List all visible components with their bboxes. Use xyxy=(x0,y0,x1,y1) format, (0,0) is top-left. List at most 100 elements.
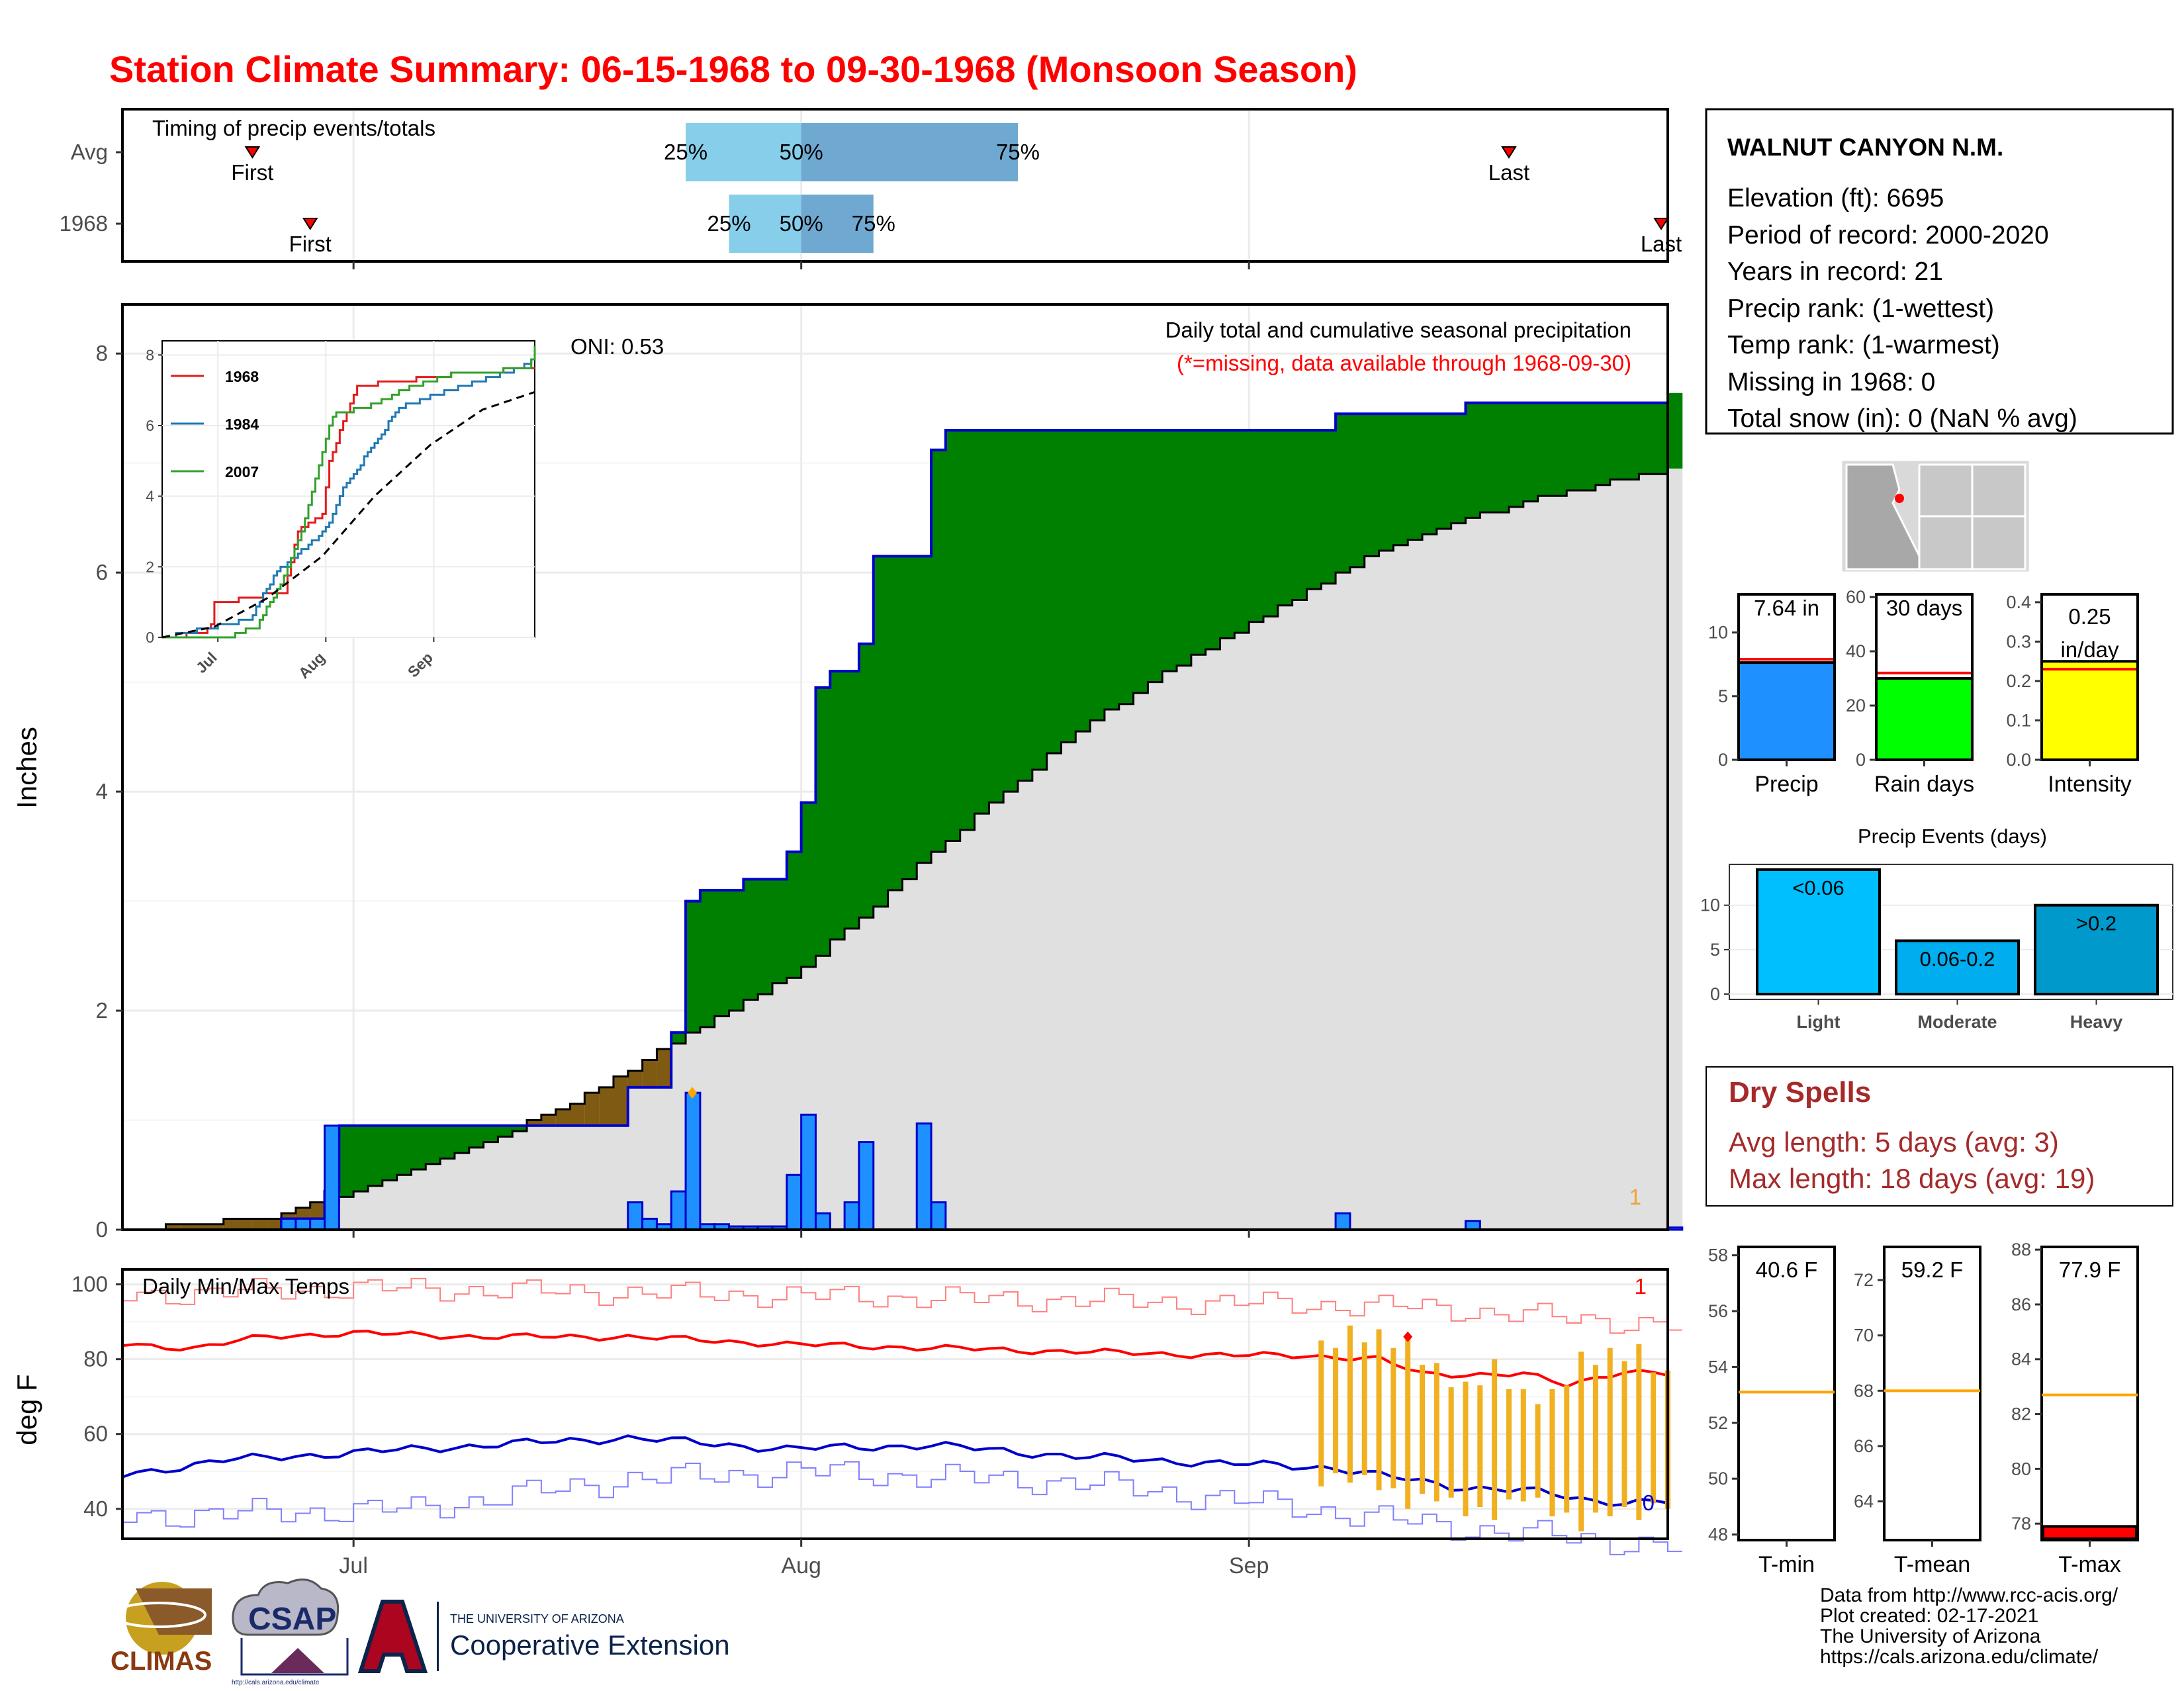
precip-avg-fill xyxy=(1118,704,1134,1230)
daily-precip-bar xyxy=(930,1201,947,1231)
observed-temp-range-bar xyxy=(1433,1363,1439,1502)
observed-temp-range-bar xyxy=(1578,1351,1584,1531)
precip-avg-fill xyxy=(786,978,802,1230)
precip-above-fill xyxy=(1306,430,1322,589)
timing-bar-50-75-1 xyxy=(801,195,874,253)
precip-above-fill xyxy=(1133,430,1148,694)
temp-summary-ytick-label-0-4: 56 xyxy=(1708,1301,1728,1321)
observed-temp-range-bar xyxy=(1405,1336,1411,1509)
precip-avg-fill xyxy=(382,1180,398,1230)
precip-avg-fill xyxy=(1177,665,1192,1230)
precip-above-fill xyxy=(1451,414,1466,524)
station-name: WALNUT CANYON N.M. xyxy=(1727,134,2003,161)
precip-avg-fill xyxy=(570,1103,585,1230)
events-category-moderate: Moderate xyxy=(1917,1012,1997,1032)
precip-above-fill xyxy=(1349,414,1365,567)
precip-avg-fill xyxy=(1075,731,1091,1230)
precip-above-fill xyxy=(1032,430,1048,770)
temp-ytick-label-3: 100 xyxy=(71,1272,108,1297)
precip-above-fill xyxy=(945,430,961,841)
summary-value-label-0: 7.64 in xyxy=(1754,596,1819,620)
timing-pct-0-0: 25% xyxy=(664,140,707,164)
events-bar-label-1: 0.06-0.2 xyxy=(1920,947,1995,970)
inset-line-average xyxy=(161,390,535,639)
precip-avg-fill xyxy=(714,1016,730,1230)
observed-temp-range-bar xyxy=(1621,1361,1627,1507)
observed-cumulative-line xyxy=(122,392,1669,1231)
precip-avg-fill xyxy=(1306,588,1322,1230)
precip-avg-fill xyxy=(1205,649,1221,1230)
temp-ytick-label-1: 60 xyxy=(83,1422,108,1446)
events-category-light: Light xyxy=(1797,1012,1841,1032)
inset-ytick-label-0: 0 xyxy=(146,629,154,646)
observed-temp-range-bar xyxy=(1463,1381,1469,1517)
precip-above-fill xyxy=(1249,430,1264,622)
precip-avg-fill xyxy=(1249,621,1264,1230)
precip-above-fill xyxy=(1263,430,1279,617)
tmin-record-line xyxy=(122,1461,1682,1555)
precip-below-fill xyxy=(527,1120,542,1126)
precip-below-fill xyxy=(627,1071,643,1087)
timing-pct-1-1: 50% xyxy=(780,211,823,236)
precip-avg-fill xyxy=(1508,506,1524,1230)
precip-avg-fill xyxy=(1292,600,1307,1230)
precip-avg-fill xyxy=(758,994,773,1230)
precip-below-fill xyxy=(599,1087,614,1126)
precip-events-chart: Precip Events (days) 0 5 10 <0.06 Light 0.06-… xyxy=(1700,825,2173,1032)
info-line-years: Years in record: 21 xyxy=(1727,257,1943,286)
precip-above-fill xyxy=(873,556,889,907)
summary-value-label-2: 0.25 xyxy=(2068,604,2111,629)
timing-pct-0-2: 75% xyxy=(996,140,1040,164)
precip-below-fill xyxy=(555,1109,570,1126)
info-line-temp-rank: Temp rank: (1-warmest) xyxy=(1727,331,2000,359)
info-line-snow: Total snow (in): 0 (NaN % avg) xyxy=(1727,404,2077,433)
summary-ytick-label-2-3: 0.3 xyxy=(2006,631,2031,651)
events-title: Precip Events (days) xyxy=(1858,825,2047,848)
precip-avg-fill xyxy=(1451,523,1466,1230)
precip-legend-line2: (*=missing, data available through 1968-… xyxy=(1177,351,1631,375)
precip-above-fill xyxy=(887,556,903,891)
precip-below-fill xyxy=(238,1218,253,1230)
dry-spells-title: Dry Spells xyxy=(1729,1076,1871,1109)
temp-count-low: 0 xyxy=(1643,1490,1655,1515)
temp-summary-name-2: T-max xyxy=(2058,1552,2120,1577)
inset-line-1984 xyxy=(162,358,535,639)
timing-first-label-0: First xyxy=(231,160,273,185)
observed-temp-range-bar xyxy=(1549,1389,1555,1517)
observed-temp-range-bar xyxy=(1535,1404,1541,1498)
temp-summary-ytick-label-2-3: 84 xyxy=(2011,1349,2031,1369)
page-title: Station Climate Summary: 06-15-1968 to 0… xyxy=(109,48,1357,90)
timing-pct-1-2: 75% xyxy=(852,211,895,236)
precip-above-fill xyxy=(1075,430,1091,732)
temp-summary-ytick-label-0-0: 48 xyxy=(1708,1525,1728,1545)
precip-avg-fill xyxy=(1234,633,1250,1230)
csap-logo: CSAP http://cals.arizona.edu/climate xyxy=(232,1578,349,1686)
temp-frame xyxy=(121,1268,1669,1540)
observed-temp-range-bar xyxy=(1333,1348,1339,1474)
daily-precip-bar xyxy=(1334,1212,1351,1231)
precip-avg-fill xyxy=(945,841,961,1230)
precip-avg-fill xyxy=(1668,468,1683,1230)
precip-above-fill xyxy=(1668,392,1683,469)
precip-avg-fill xyxy=(1494,512,1510,1230)
precip-avg-fill xyxy=(830,939,845,1230)
precip-avg-fill xyxy=(1349,567,1365,1230)
precip-above-fill xyxy=(1552,402,1567,496)
precip-avg-fill xyxy=(1480,512,1495,1230)
csap-wordmark: CSAP xyxy=(248,1602,336,1637)
temp-summary-ytick-label-2-0: 78 xyxy=(2011,1514,2031,1533)
csap-mountain xyxy=(271,1648,324,1673)
ua-a-mark xyxy=(357,1600,428,1673)
observed-temp-range-bar xyxy=(1564,1385,1570,1513)
precip-above-fill xyxy=(1595,402,1611,485)
precip-above-fill xyxy=(1336,414,1351,573)
precip-below-fill xyxy=(310,1202,326,1219)
daily-precip-bar xyxy=(858,1141,875,1231)
month-label-sep: Sep xyxy=(1229,1553,1269,1578)
temp-summary-value-2: 77.9 F xyxy=(2059,1257,2121,1282)
observed-temp-range-bar xyxy=(1520,1389,1526,1502)
precip-avg-fill xyxy=(454,1153,470,1230)
precip-above-fill xyxy=(1191,430,1206,655)
